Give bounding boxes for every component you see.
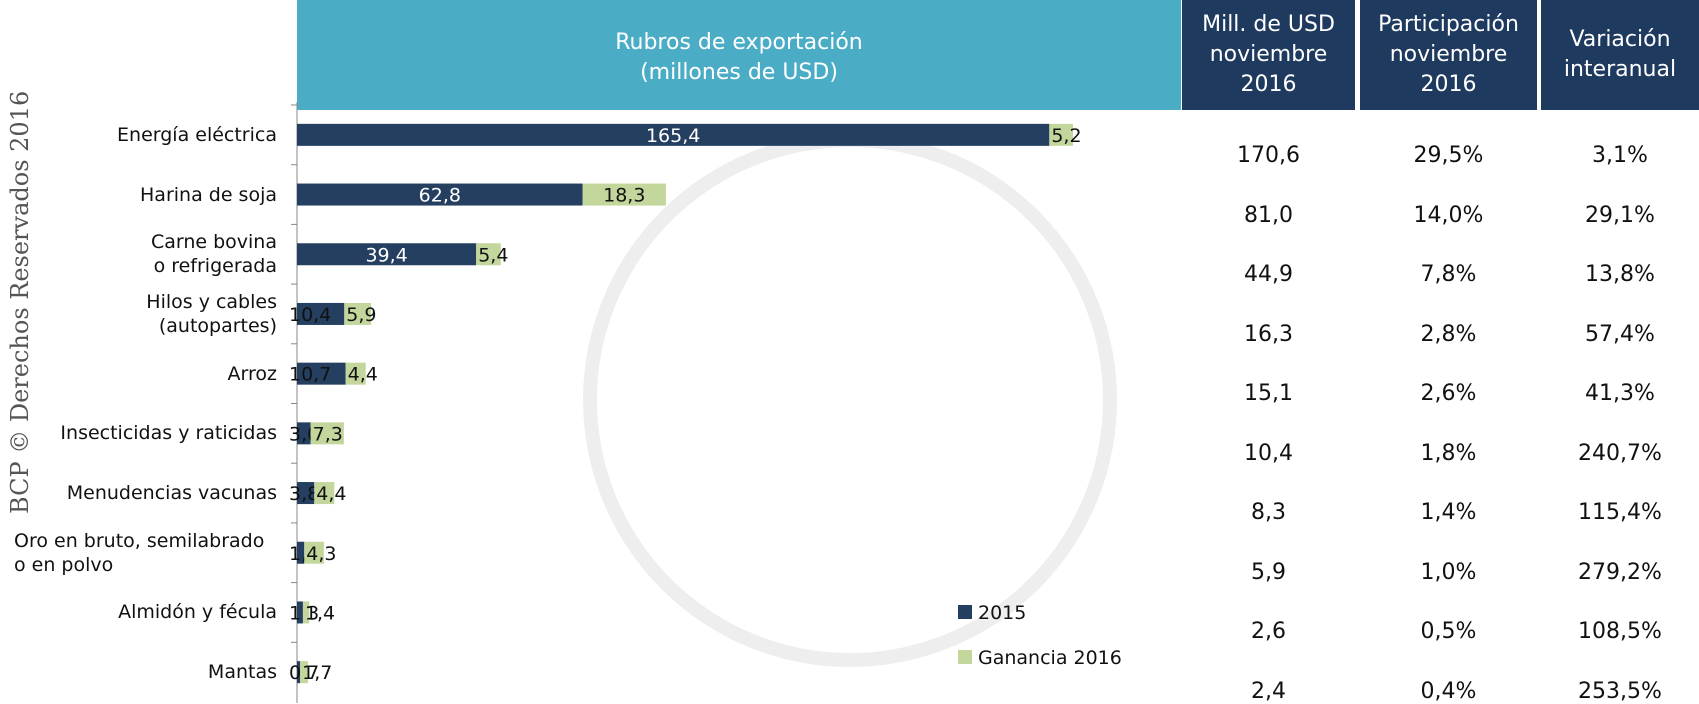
column-header: Variación interanual: [1541, 0, 1699, 110]
category-label: Carne bovina o refrigerada: [150, 231, 277, 278]
table-cell: 108,5%: [1578, 619, 1662, 644]
category-label: Menudencias vacunas: [66, 482, 277, 505]
table-cell: 1,8%: [1420, 440, 1477, 466]
legend-swatch: [958, 605, 972, 619]
bar-segment: [297, 541, 305, 564]
table-cell: 170,6: [1237, 143, 1300, 168]
table-cell: 2,8%: [1420, 321, 1477, 347]
table-cell: 1,4%: [1420, 500, 1477, 525]
table-cell: 253,5%: [1578, 678, 1662, 704]
table-cell: 29,5%: [1413, 143, 1484, 168]
table-cell: 3,1%: [1592, 143, 1648, 168]
bar-segment: [297, 362, 346, 385]
table-cell: 1,0%: [1420, 559, 1477, 585]
bar-segment: [345, 362, 366, 385]
table-cell: 13,8%: [1585, 262, 1655, 287]
table-cell: 240,7%: [1578, 440, 1662, 466]
table-cell: 2,6%: [1420, 381, 1477, 406]
table-cell: 2,4: [1251, 678, 1286, 704]
bar-segment: [304, 541, 324, 564]
table-cell: 14,0%: [1413, 202, 1484, 228]
table-cell: 279,2%: [1578, 559, 1662, 585]
column-header: Mill. de USD noviembre 2016: [1182, 0, 1355, 110]
side-note: BCP © Derechos Reservados 2016: [6, 90, 34, 514]
bar-segment: [300, 661, 308, 684]
value-label: 165,4: [646, 125, 700, 147]
category-label: Harina de soja: [140, 183, 277, 206]
watermark: [583, 133, 1117, 667]
value-label: 10,4: [289, 304, 331, 326]
bar-segment: [297, 482, 315, 505]
value-label: 3,8: [289, 483, 319, 505]
table-cell: 81,0: [1244, 202, 1293, 228]
bar-segment: [297, 183, 583, 206]
value-label: 4,4: [348, 364, 378, 386]
table-cell: 8,3: [1251, 500, 1286, 525]
category-label: Energía eléctrica: [117, 123, 277, 146]
legend-swatch: [958, 650, 972, 664]
table-cell: 2,6: [1251, 619, 1286, 644]
table-cell: 0,5%: [1420, 619, 1477, 644]
table-cell: 15,1: [1244, 381, 1293, 406]
bar-segment: [344, 302, 372, 325]
category-label: Mantas: [207, 661, 277, 684]
bar-segment: [314, 482, 335, 505]
value-label: 5,9: [346, 304, 376, 326]
table-cell: 29,1%: [1585, 202, 1655, 228]
value-label: 4,4: [316, 483, 346, 505]
value-label: 4,3: [306, 543, 336, 565]
column-header: Participación noviembre 2016: [1360, 0, 1537, 110]
value-label: 5,2: [1051, 125, 1081, 147]
chart-title: Rubros de exportación (millones de USD): [615, 30, 863, 85]
bar-segment: [297, 302, 345, 325]
value-label: 62,8: [419, 185, 461, 207]
value-label: 1,4: [305, 602, 335, 624]
bar-segment: [476, 243, 501, 266]
bar-segment: [297, 243, 477, 266]
category-label: Oro en bruto, semilabrado o en polvo: [14, 529, 265, 576]
table-cell: 10,4: [1244, 440, 1293, 466]
value-label: 18,3: [603, 185, 645, 207]
value-label: 10,7: [289, 364, 331, 386]
bar-segment: [297, 601, 303, 624]
value-label: 7,3: [313, 423, 343, 445]
table-cell: 0,4%: [1420, 678, 1477, 704]
bar-segment: [310, 422, 344, 445]
bar-segment: [297, 123, 1050, 146]
bar-segment: [297, 422, 311, 445]
legend-label: 2015: [978, 602, 1026, 624]
title-band: [297, 0, 1181, 110]
category-label: Insecticidas y raticidas: [60, 422, 277, 445]
bar-segment: [1049, 123, 1073, 146]
value-label: 5,4: [478, 244, 508, 266]
category-label: Hilos y cables (autopartes): [146, 290, 277, 337]
table-cell: 16,3: [1244, 321, 1293, 347]
bar-segment: [302, 601, 310, 624]
table-cell: 5,9: [1251, 559, 1286, 585]
bar-segment: [582, 183, 666, 206]
table-cell: 57,4%: [1585, 321, 1655, 347]
bar-segment: [297, 661, 301, 684]
table-cell: 44,9: [1244, 262, 1293, 287]
category-label: Almidón y fécula: [118, 601, 277, 624]
table-cell: 41,3%: [1585, 381, 1655, 406]
legend-label: Ganancia 2016: [978, 647, 1122, 669]
table-cell: 7,8%: [1420, 262, 1477, 287]
value-label: 39,4: [365, 244, 407, 266]
value-label: 1,7: [302, 662, 332, 684]
table-cell: 115,4%: [1578, 500, 1662, 525]
category-label: Arroz: [227, 362, 277, 385]
